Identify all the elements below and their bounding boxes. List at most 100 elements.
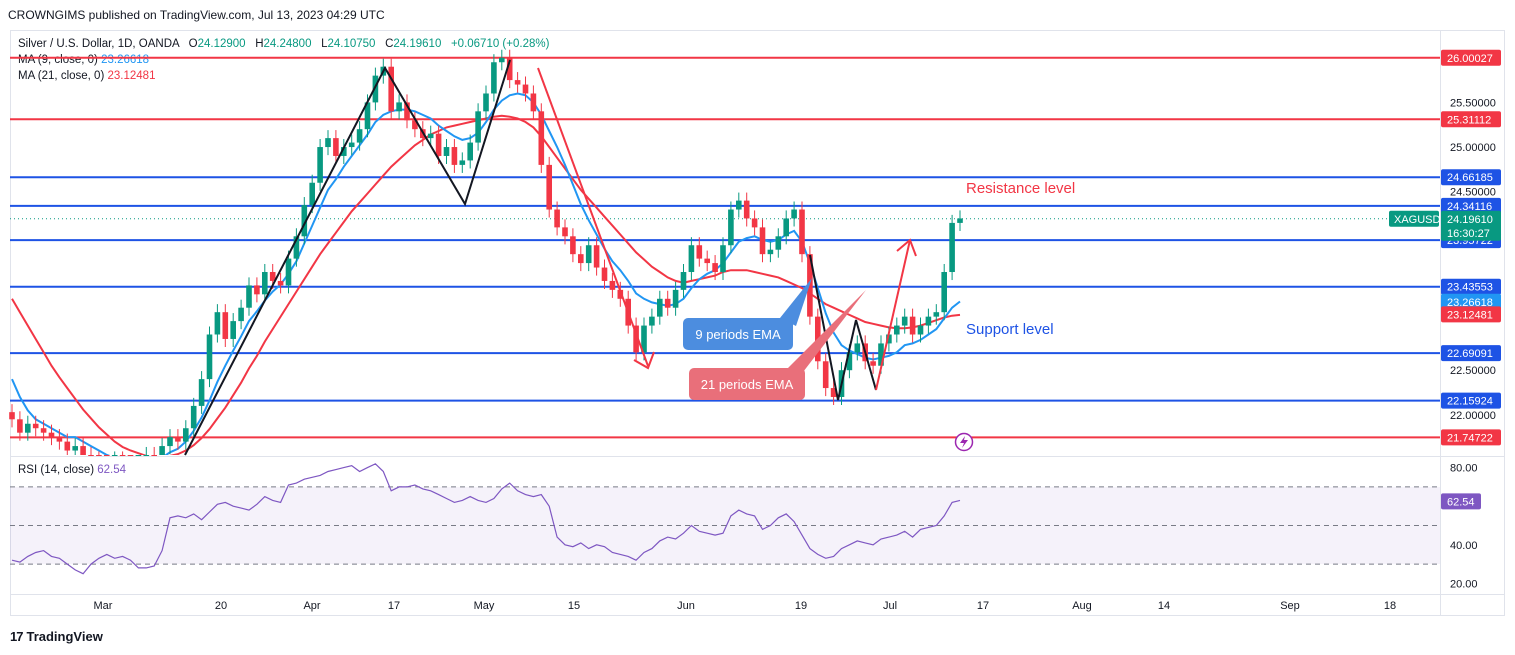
candle-body [696, 245, 703, 259]
candle [135, 455, 142, 456]
candle-body [198, 379, 205, 406]
support-label: Support level [966, 321, 1054, 338]
candle [246, 277, 252, 316]
candle-body [222, 312, 229, 339]
candle-body [246, 285, 252, 308]
level-tag-text: 22.69091 [1447, 348, 1493, 360]
candle-body [870, 361, 876, 366]
candle-body [325, 138, 331, 148]
candle-body [301, 205, 308, 237]
candle [262, 263, 268, 303]
ma-tag-bg [1441, 293, 1501, 310]
candle-body [704, 258, 710, 264]
legend-high-label: H [255, 38, 264, 50]
ma-tag-bg [1441, 306, 1501, 323]
rsi-line [11, 463, 961, 575]
candle [909, 308, 916, 343]
candle-body [617, 289, 624, 299]
candle [72, 438, 78, 455]
drawing-red-down-arrow [537, 67, 649, 367]
rsi-value-tag-text: 62.54 [1447, 496, 1475, 508]
candle-body [728, 209, 734, 246]
current-price-tag-price: 24.19610 [1447, 214, 1493, 226]
tradingview-branding[interactable]: 17 TradingView [10, 629, 103, 644]
ema21-callout: 21 periods EMA [689, 290, 866, 400]
legend-symbol[interactable]: Silver / U.S. Dollar, 1D, OANDA [18, 38, 180, 50]
level-tag: 26.00027 [1441, 49, 1501, 66]
candle-body [443, 147, 450, 156]
level-tag-bg [1441, 197, 1501, 214]
legend-ma21-row[interactable]: MA (21, close, 0) 23.12481 [18, 68, 549, 84]
rsi-value-tag-bg [1441, 493, 1481, 510]
candle [901, 308, 908, 334]
candle [451, 139, 458, 173]
candle [933, 304, 940, 325]
candle-body [88, 455, 94, 456]
candle [254, 277, 260, 303]
candle [25, 415, 31, 441]
candle-body [285, 258, 292, 286]
candle [396, 94, 402, 120]
rsi-legend-label: RSI (14, close) [18, 464, 95, 476]
level-tag: 24.34116 [1441, 197, 1501, 214]
level-tag-bg [1441, 392, 1501, 409]
candle-body [649, 316, 655, 326]
candle [530, 85, 537, 120]
rsi-legend-value: 62.54 [97, 464, 127, 476]
candle [9, 404, 15, 428]
candle-body [143, 455, 150, 456]
drawing-black-zigzag-2 [809, 254, 877, 401]
candle [720, 237, 726, 281]
candle [206, 326, 213, 388]
time-tick-label: 20 [215, 600, 227, 612]
candle-body [554, 209, 560, 228]
candle-body [459, 160, 466, 165]
candle [104, 455, 110, 456]
candle [657, 290, 663, 325]
candle [40, 420, 47, 441]
candle [617, 281, 624, 307]
candle-body [657, 298, 663, 317]
level-tag-text: 25.31112 [1447, 114, 1491, 126]
candle-body [159, 446, 165, 455]
symbol-tag: XAGUSD [1389, 210, 1441, 227]
candle-body [499, 57, 505, 63]
price-tick-label: 25.00000 [1450, 142, 1496, 154]
time-tick-label: Apr [303, 600, 320, 612]
candle [704, 250, 710, 272]
candle-body [167, 437, 173, 447]
level-tag-text: 21.74722 [1447, 432, 1493, 444]
level-tag-text: 22.15924 [1447, 396, 1493, 408]
candle [546, 156, 552, 218]
candle-body [17, 419, 23, 433]
candle-body [633, 325, 639, 353]
lightning-event-icon[interactable] [954, 432, 974, 452]
drawing-red-up-arrow-head [896, 238, 917, 257]
candle-body [538, 111, 545, 165]
candle [96, 451, 102, 456]
candle-body [104, 455, 110, 456]
time-tick-label: Jun [677, 600, 695, 612]
rsi-legend[interactable]: RSI (14, close) 62.54 [18, 464, 126, 476]
time-tick-label: Mar [94, 600, 113, 612]
level-tag-bg [1441, 278, 1501, 295]
legend-close-label: C [385, 38, 394, 50]
candle-body [491, 62, 497, 94]
candle-body [396, 102, 402, 112]
candle [64, 433, 71, 455]
candle-body [451, 147, 458, 165]
candle-body [40, 428, 47, 433]
candle [870, 353, 876, 374]
candle [712, 255, 718, 281]
candle-body [854, 343, 861, 353]
candle-body [64, 441, 71, 451]
candle [183, 420, 189, 450]
candle-body [388, 66, 394, 112]
level-tag: 22.15924 [1441, 392, 1501, 409]
candle [601, 259, 608, 289]
candle [356, 121, 363, 151]
candle [333, 130, 339, 165]
candle-body [593, 245, 600, 268]
candle [570, 228, 576, 263]
